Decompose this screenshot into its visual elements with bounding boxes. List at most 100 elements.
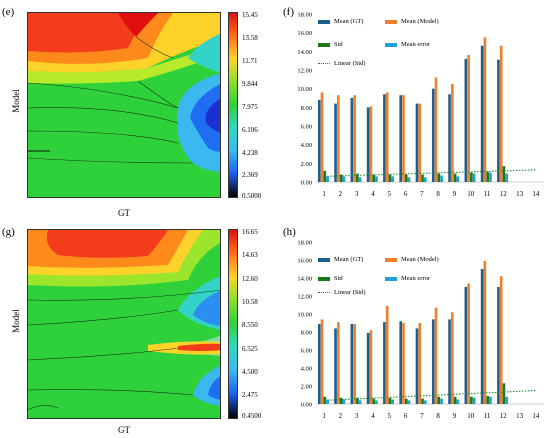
- x-tick-label: 8: [436, 190, 440, 198]
- legend-swatch: [318, 276, 330, 281]
- y-tick-label: 18.00: [297, 12, 312, 19]
- colorbar-e: [228, 12, 238, 198]
- bar-mean-gt: [448, 94, 451, 182]
- x-tick-label: 5: [388, 190, 392, 198]
- bar-std: [437, 173, 441, 182]
- bar-mean-error: [423, 400, 427, 404]
- panel-g-ylabel: Model: [10, 309, 21, 333]
- bar-std: [356, 397, 359, 404]
- x-tick-label: 7: [420, 190, 424, 198]
- bar-mean-error: [472, 173, 476, 182]
- bar-mean-model: [418, 323, 422, 404]
- y-tick-label: 12.00: [297, 68, 312, 75]
- legend-label: Mean (GT): [334, 256, 364, 263]
- bar-mean-error: [342, 176, 346, 182]
- bar-std: [453, 396, 457, 404]
- bar-mean-error: [423, 177, 427, 182]
- y-tick-label: 0.00: [301, 180, 312, 187]
- contour-plot-e: [27, 12, 221, 198]
- bar-mean-model: [483, 260, 487, 404]
- bar-mean-error: [358, 400, 362, 404]
- legend-h-linear-std: Linear (Std): [318, 289, 366, 296]
- legend-label: Linear (Std): [334, 60, 366, 67]
- x-tick-label: 11: [484, 412, 491, 420]
- panel-f-label: (f): [283, 6, 294, 18]
- bar-mean-error: [391, 399, 395, 404]
- bar-chart-h: 0.00 2.00 4.00 6.00 8.00 10.00 12.00 14.00 16.00…: [280, 220, 550, 438]
- bar-mean-model: [434, 77, 438, 182]
- bar-mean-error: [375, 400, 378, 404]
- bar-std: [339, 397, 343, 404]
- colorbar-e-tick: 6.106: [242, 126, 258, 134]
- bar-mean-model: [369, 106, 373, 182]
- bar-std: [421, 174, 424, 182]
- bar-mean-model: [467, 55, 470, 182]
- bar-mean-model: [353, 323, 356, 404]
- bar-std: [388, 397, 392, 404]
- x-tick-label: 1: [322, 412, 326, 420]
- colorbar-e-tick: 4.238: [242, 149, 258, 157]
- colorbar-g-tick: 16.65: [242, 228, 258, 236]
- bar-std: [372, 174, 375, 182]
- trend-line-linear-std: [324, 389, 536, 401]
- y-tick-label: 4.00: [301, 366, 312, 373]
- y-tick-label: 6.00: [301, 124, 312, 131]
- bar-std: [470, 172, 473, 182]
- bar-mean-gt: [415, 328, 419, 404]
- x-tick-label: 13: [516, 412, 524, 420]
- colorbar-g: [228, 229, 238, 419]
- legend-f-linear-std: Linear (Std): [318, 60, 366, 67]
- x-tick-label: 12: [500, 412, 508, 420]
- x-tick-label: 7: [420, 412, 424, 420]
- colorbar-e-tick: 13.58: [242, 34, 258, 42]
- bar-mean-gt: [415, 103, 419, 182]
- legend-h-mean-model: Mean (Model): [385, 256, 439, 263]
- x-tick-label: 6: [404, 190, 408, 198]
- bar-mean-model: [385, 305, 389, 404]
- y-tick-label: 6.00: [301, 348, 312, 355]
- bar-mean-error: [375, 176, 378, 182]
- bar-std: [502, 383, 506, 404]
- bar-chart-f: 0.00 2.00 4.00 6.00 8.00 10.00 12.00 14.00 16.00…: [280, 0, 550, 210]
- trend-line-linear-std: [324, 169, 536, 177]
- y-tick-label: 18.00: [297, 240, 312, 247]
- bar-mean-error: [391, 176, 395, 182]
- legend-swatch: [318, 257, 330, 262]
- bar-mean-error: [407, 400, 411, 404]
- x-tick-label: 3: [355, 412, 359, 420]
- bar-mean-model: [369, 330, 373, 404]
- panel-e-ylabel: Model: [10, 89, 21, 113]
- legend-swatch: [318, 63, 330, 64]
- bar-mean-error: [489, 396, 492, 404]
- x-tick-label: 8: [436, 412, 440, 420]
- bar-mean-model: [337, 322, 340, 404]
- bar-std: [356, 173, 359, 182]
- bar-mean-model: [499, 276, 503, 404]
- legend-f-mean-model: Mean (Model): [385, 18, 439, 25]
- colorbar-e-tick: 7.975: [242, 103, 258, 111]
- colorbar-e-tick: 11.71: [242, 57, 258, 65]
- bar-mean-model: [434, 307, 438, 404]
- bar-mean-gt: [448, 319, 451, 404]
- y-tick-label: 2.00: [301, 161, 312, 168]
- legend-label: Std: [334, 275, 343, 282]
- bar-mean-gt: [399, 321, 403, 404]
- bar-std: [372, 398, 375, 404]
- legend-swatch: [318, 19, 330, 24]
- y-tick-label: 4.00: [301, 142, 312, 149]
- y-tick-label: 14.00: [297, 49, 312, 56]
- bar-mean-gt: [317, 99, 321, 182]
- bar-mean-gt: [480, 45, 484, 183]
- x-tick-label: 10: [467, 412, 475, 420]
- x-tick-label: 9: [453, 412, 457, 420]
- y-tick-label: 10.00: [297, 86, 312, 93]
- bar-mean-model: [320, 92, 324, 182]
- bar-std: [486, 171, 489, 182]
- x-tick-label: 13: [516, 190, 524, 198]
- x-tick-label: 4: [371, 412, 375, 420]
- bar-mean-gt: [464, 287, 468, 404]
- legend-f-std: Std: [318, 41, 343, 48]
- legend-f-mean-gt: Mean (GT): [318, 18, 363, 25]
- bar-mean-model: [385, 92, 389, 182]
- colorbar-g-tick: 14.63: [242, 251, 258, 259]
